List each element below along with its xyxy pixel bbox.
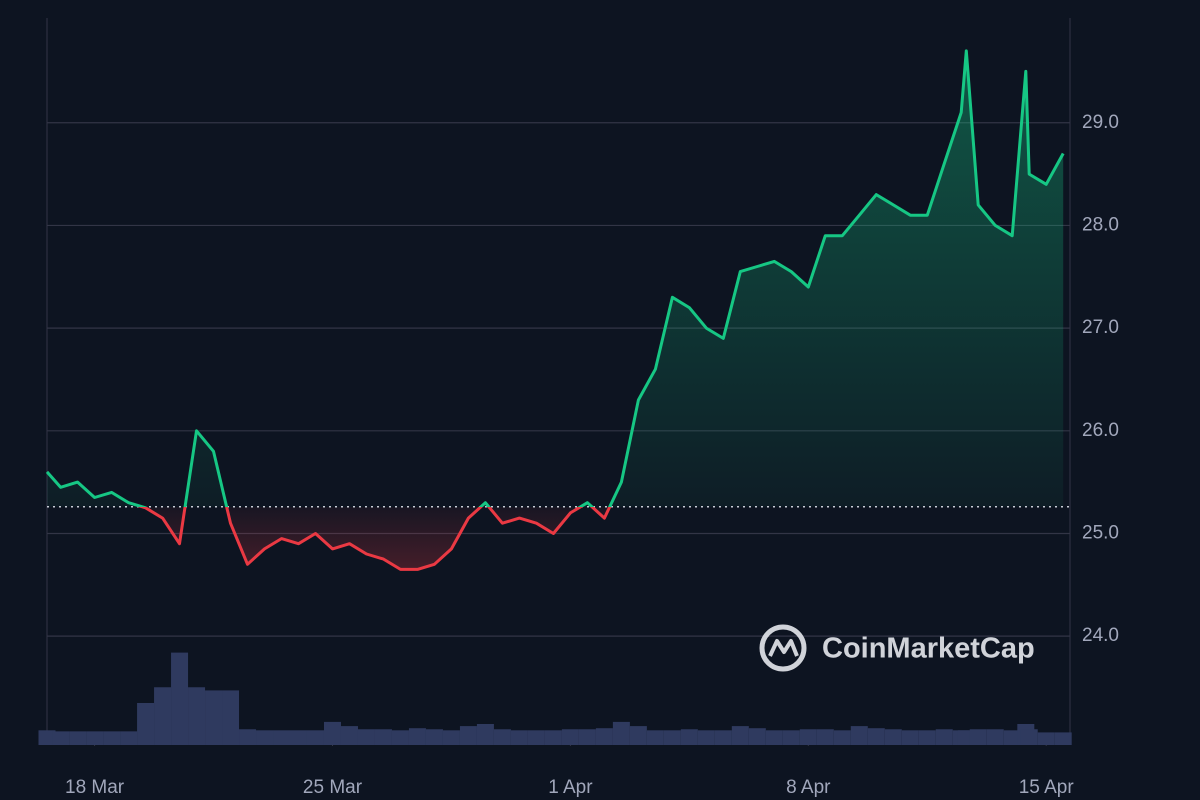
volume-bar bbox=[527, 730, 545, 745]
x-tick-label: 1 Apr bbox=[548, 777, 593, 798]
volume-bar bbox=[425, 729, 443, 745]
volume-bar bbox=[38, 730, 56, 745]
volume-bar bbox=[544, 730, 562, 745]
volume-bar bbox=[391, 730, 409, 745]
x-tick-label: 18 Mar bbox=[65, 777, 125, 798]
volume-bar bbox=[663, 730, 681, 745]
watermark: CoinMarketCap bbox=[759, 624, 1035, 672]
logo bbox=[759, 624, 807, 672]
volume-bar bbox=[969, 729, 987, 745]
volume-bar bbox=[986, 729, 1004, 745]
volume-bar bbox=[52, 731, 70, 745]
volume-bar bbox=[171, 652, 189, 745]
volume-bar bbox=[222, 690, 240, 745]
volume-bar bbox=[714, 730, 732, 745]
volume-bar bbox=[748, 728, 766, 745]
y-tick-label: 26.0 bbox=[1082, 420, 1119, 441]
volume-bar bbox=[69, 731, 87, 745]
volume-bar bbox=[154, 687, 172, 745]
volume-bar bbox=[1003, 730, 1021, 745]
volume-bar bbox=[561, 729, 579, 745]
y-tick-label: 28.0 bbox=[1082, 214, 1119, 235]
volume-bar bbox=[256, 730, 274, 745]
volume-bar bbox=[442, 730, 460, 745]
price-line bbox=[45, 49, 1065, 571]
volume-bar bbox=[595, 728, 613, 745]
x-tick-label: 25 Mar bbox=[303, 777, 363, 798]
volume-bar bbox=[510, 730, 528, 745]
volume-bar bbox=[273, 730, 291, 745]
volume-bar bbox=[680, 729, 698, 745]
y-tick-label: 27.0 bbox=[1082, 317, 1119, 338]
watermark-text: CoinMarketCap bbox=[822, 633, 1035, 665]
volume-bar bbox=[884, 729, 902, 745]
volume-bar bbox=[120, 731, 138, 745]
volume-bar bbox=[612, 721, 630, 745]
volume-bar bbox=[782, 730, 800, 745]
volume-bar bbox=[850, 726, 868, 745]
price-area bbox=[47, 50, 1064, 570]
volume-bar bbox=[408, 728, 426, 745]
volume-bar bbox=[765, 730, 783, 745]
logo-mark bbox=[768, 639, 799, 657]
volume-bar bbox=[833, 730, 851, 745]
volume-bar bbox=[1037, 732, 1055, 745]
volume-bar bbox=[493, 729, 511, 745]
volume-bar bbox=[188, 687, 206, 745]
volume-bar bbox=[290, 730, 308, 745]
volume-bar bbox=[1020, 729, 1038, 745]
volume-bar bbox=[629, 726, 647, 745]
x-tick-label: 15 Apr bbox=[1019, 777, 1075, 798]
volume-bar bbox=[205, 690, 223, 745]
volume-bar bbox=[86, 731, 104, 745]
volume-bar bbox=[137, 703, 155, 745]
volume-bar bbox=[1054, 732, 1072, 745]
volume-bar bbox=[357, 729, 375, 745]
y-tick-label: 25.0 bbox=[1082, 522, 1119, 543]
y-tick-label: 29.0 bbox=[1082, 112, 1119, 133]
volume-bar bbox=[799, 729, 817, 745]
volume-bar bbox=[323, 721, 341, 745]
y-tick-label: 24.0 bbox=[1082, 625, 1119, 646]
volume-bar bbox=[816, 729, 834, 745]
volume-bar bbox=[340, 726, 358, 745]
volume-bar bbox=[901, 730, 919, 745]
volume-bar bbox=[646, 730, 664, 745]
volume-bar bbox=[578, 729, 596, 745]
volume-bar bbox=[697, 730, 715, 745]
volume-bar bbox=[731, 726, 749, 745]
volume-bar bbox=[459, 726, 477, 745]
volume-bar bbox=[239, 729, 257, 745]
volume-bar bbox=[103, 731, 121, 745]
volume-bar bbox=[867, 728, 885, 745]
volume-bar bbox=[306, 730, 324, 745]
x-tick-label: 8 Apr bbox=[786, 777, 831, 798]
volume-bar bbox=[374, 729, 392, 745]
volume-bar bbox=[476, 724, 494, 745]
volume-bar bbox=[918, 730, 936, 745]
volume-bar bbox=[935, 729, 953, 745]
